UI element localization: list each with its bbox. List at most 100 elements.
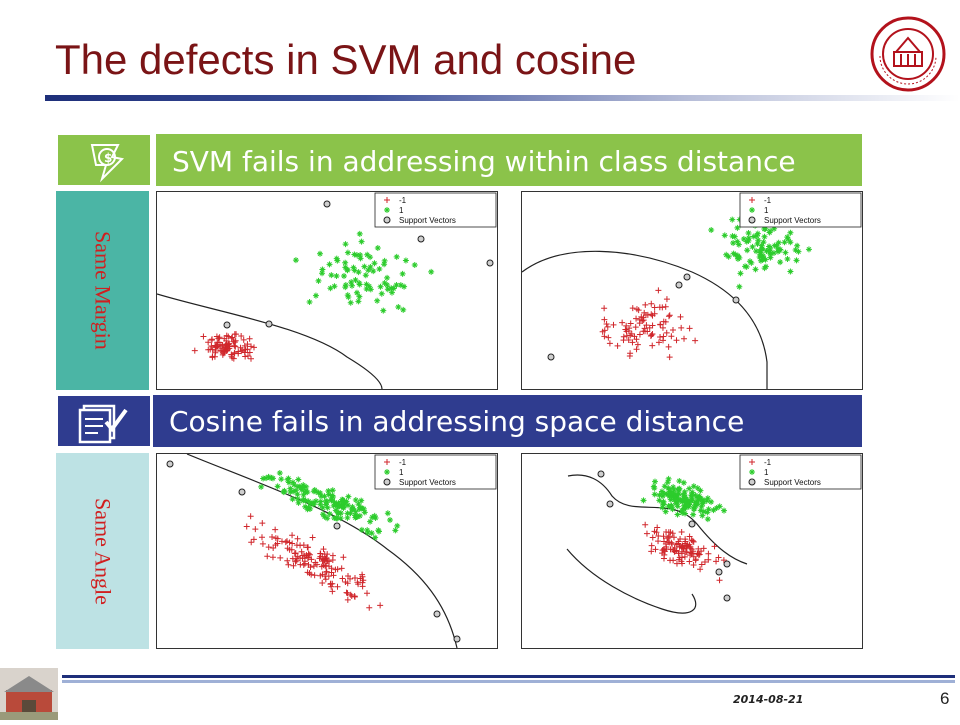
class-pos-point	[289, 479, 296, 486]
class-neg-point	[665, 313, 672, 320]
class-pos-point	[358, 526, 365, 533]
class-pos-point	[333, 500, 340, 507]
class-neg-point	[663, 329, 670, 336]
class-neg-point	[285, 561, 292, 568]
class-pos-point	[766, 247, 773, 254]
class-pos-point	[762, 225, 769, 232]
support-vector-point	[675, 281, 683, 289]
class-neg-point	[683, 549, 690, 556]
class-pos-point	[700, 508, 707, 515]
class-neg-point	[661, 545, 668, 552]
class-pos-point	[753, 232, 760, 239]
class-neg-point	[670, 557, 677, 564]
class-pos-point	[337, 515, 344, 522]
class-neg-point	[377, 602, 384, 609]
class-neg-point	[283, 538, 290, 545]
class-neg-point	[239, 347, 246, 354]
slide-date: 2014-08-21	[733, 693, 804, 706]
class-pos-point	[312, 498, 319, 505]
page-number: 6	[940, 689, 950, 708]
class-pos-point	[352, 277, 359, 284]
class-neg-point	[354, 579, 361, 586]
class-neg-point	[644, 328, 651, 335]
class-neg-point	[250, 344, 257, 351]
class-pos-point	[369, 514, 376, 521]
class-neg-point	[697, 566, 704, 573]
class-neg-point	[298, 548, 305, 555]
class-pos-point	[393, 281, 400, 288]
class-neg-point	[678, 324, 685, 331]
class-pos-point	[318, 493, 325, 500]
class-pos-point	[428, 268, 435, 275]
class-pos-point	[364, 529, 371, 536]
class-neg-point	[213, 343, 220, 350]
support-vector-point	[597, 470, 605, 478]
class-pos-point	[329, 487, 336, 494]
class-pos-point	[374, 297, 381, 304]
class-pos-point	[674, 511, 681, 518]
class-pos-point	[699, 512, 706, 519]
class-neg-point	[223, 341, 230, 348]
class-pos-point	[795, 248, 802, 255]
support-vector-point	[223, 321, 231, 329]
class-neg-point	[347, 591, 354, 598]
class-pos-point	[725, 253, 732, 260]
class-pos-point	[331, 499, 338, 506]
class-pos-point	[771, 225, 778, 232]
class-neg-point	[228, 353, 235, 360]
class-neg-point	[610, 321, 617, 328]
class-pos-point	[345, 294, 352, 301]
class-pos-point	[672, 500, 679, 507]
class-neg-point	[384, 197, 390, 203]
class-pos-point	[682, 510, 689, 517]
class-pos-point	[705, 506, 712, 513]
class-neg-point	[632, 324, 639, 331]
class-pos-point	[327, 285, 334, 292]
class-pos-point	[260, 475, 267, 482]
class-pos-point	[690, 511, 697, 518]
plot-cosine-left: -1 1 Support Vectors	[156, 453, 498, 649]
legend-label-neg: -1	[399, 196, 407, 205]
side-label-same-angle: Same Angle	[56, 453, 149, 649]
legend-label-pos: 1	[764, 468, 769, 477]
legend-label-sv: Support Vectors	[399, 216, 456, 225]
class-pos-point	[695, 493, 702, 500]
class-pos-point	[331, 283, 338, 290]
class-pos-point	[686, 485, 693, 492]
class-pos-point	[777, 259, 784, 266]
class-neg-point	[648, 300, 655, 307]
class-pos-point	[732, 251, 739, 258]
svm-dollar-star-icon: $	[90, 144, 125, 183]
class-pos-point	[762, 256, 769, 263]
class-neg-point	[259, 540, 266, 547]
class-pos-point	[411, 262, 418, 269]
class-neg-point	[318, 563, 325, 570]
class-pos-point	[313, 488, 320, 495]
class-neg-point	[700, 545, 707, 552]
class-pos-point	[710, 507, 717, 514]
class-neg-point	[686, 558, 693, 565]
class-neg-point	[289, 532, 296, 539]
class-pos-point	[294, 483, 301, 490]
class-neg-point	[627, 350, 634, 357]
class-pos-point	[340, 504, 347, 511]
plot-cosine-right: -1 1 Support Vectors	[521, 453, 863, 649]
class-neg-point	[229, 334, 236, 341]
class-pos-point	[656, 492, 663, 499]
class-neg-point	[310, 563, 317, 570]
class-neg-point	[258, 534, 265, 541]
class-pos-point	[291, 481, 298, 488]
class-pos-point	[708, 226, 715, 233]
class-neg-point	[663, 296, 670, 303]
class-pos-point	[323, 497, 330, 504]
class-pos-point	[736, 283, 743, 290]
class-neg-point	[366, 604, 373, 611]
class-neg-point	[330, 572, 337, 579]
class-pos-point	[332, 507, 339, 514]
class-pos-point	[292, 487, 299, 494]
class-pos-point	[356, 293, 363, 300]
class-neg-point	[641, 325, 648, 332]
class-pos-point	[682, 497, 689, 504]
class-neg-point	[673, 337, 680, 344]
support-vector-point	[715, 568, 723, 576]
